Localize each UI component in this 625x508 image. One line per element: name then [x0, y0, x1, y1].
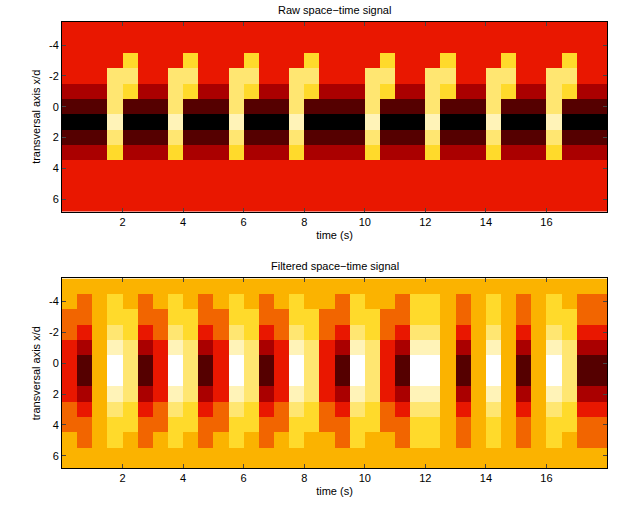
svg-text:10: 10 — [359, 472, 371, 484]
svg-text:4: 4 — [53, 419, 59, 431]
svg-text:4: 4 — [53, 162, 59, 174]
svg-text:4: 4 — [180, 216, 186, 228]
svg-text:10: 10 — [359, 216, 371, 228]
svg-text:14: 14 — [480, 216, 492, 228]
svg-text:-4: -4 — [49, 295, 59, 307]
svg-text:2: 2 — [119, 216, 125, 228]
svg-text:14: 14 — [480, 472, 492, 484]
svg-text:0: 0 — [53, 357, 59, 369]
svg-text:-2: -2 — [49, 70, 59, 82]
svg-text:16: 16 — [540, 472, 552, 484]
svg-text:2: 2 — [53, 131, 59, 143]
svg-text:Filtered space−time signal: Filtered space−time signal — [271, 260, 399, 272]
svg-text:16: 16 — [540, 216, 552, 228]
svg-text:6: 6 — [53, 450, 59, 462]
svg-text:6: 6 — [241, 472, 247, 484]
svg-text:-4: -4 — [49, 39, 59, 51]
svg-text:8: 8 — [301, 216, 307, 228]
svg-text:transversal axis x/d: transversal axis x/d — [30, 70, 42, 164]
svg-text:8: 8 — [301, 472, 307, 484]
svg-text:6: 6 — [53, 193, 59, 205]
svg-text:6: 6 — [241, 216, 247, 228]
svg-text:0: 0 — [53, 101, 59, 113]
svg-text:Raw space−time signal: Raw space−time signal — [278, 4, 391, 16]
svg-text:2: 2 — [53, 388, 59, 400]
svg-text:transversal axis x/d: transversal axis x/d — [30, 326, 42, 420]
svg-text:time (s): time (s) — [316, 485, 353, 497]
svg-text:4: 4 — [180, 472, 186, 484]
svg-text:2: 2 — [119, 472, 125, 484]
svg-text:-2: -2 — [49, 326, 59, 338]
svg-text:12: 12 — [419, 472, 431, 484]
svg-text:12: 12 — [419, 216, 431, 228]
svg-text:time (s): time (s) — [316, 229, 353, 241]
